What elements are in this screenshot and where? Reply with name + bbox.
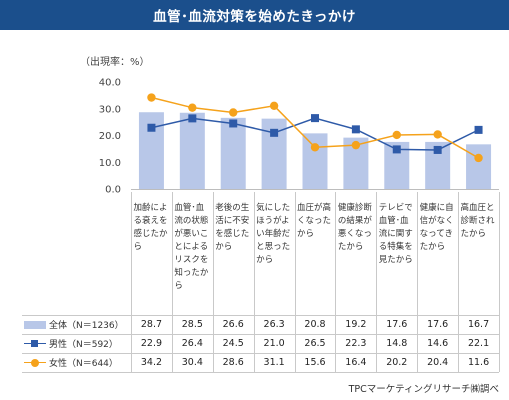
series-name: 全体（N＝1236） (49, 321, 124, 331)
square-marker (311, 114, 319, 123)
category-label: 老後の生活に不安を感じたから (215, 203, 250, 252)
legend-marker-part (31, 358, 39, 367)
y-tick-label: 30.0 (99, 104, 121, 115)
square-marker (229, 119, 238, 128)
table-cell: 17.6 (386, 319, 408, 330)
circle-marker (310, 143, 320, 152)
table-cell: 11.6 (467, 357, 490, 368)
table-column-divider (499, 192, 500, 372)
circle-marker (188, 103, 197, 112)
bar (302, 133, 328, 189)
legend-square-marker (24, 338, 46, 350)
table-cell: 20.4 (427, 357, 449, 368)
table-cell: 30.4 (181, 357, 203, 368)
square-marker (188, 114, 197, 123)
source-note: TPCマーケティングリサーチ㈱調べ (348, 384, 499, 395)
category-label: 血管･血流の状態が悪いことによるリスクを知ったから (174, 203, 209, 291)
table-row-divider (22, 315, 499, 316)
circle-marker (433, 130, 442, 139)
table-cell: 20.8 (304, 319, 326, 330)
square-marker (351, 125, 360, 134)
legend-marker-part (24, 320, 46, 329)
square-marker (433, 145, 442, 154)
table-cell: 28.5 (181, 319, 203, 330)
table-row-label: 女性（N＝644） (24, 353, 118, 372)
table-cell: 31.1 (263, 357, 285, 368)
table-cell: 22.9 (140, 338, 163, 349)
table-column-divider (294, 192, 296, 372)
table-row-label: 男性（N＝592） (24, 334, 118, 353)
bar (179, 112, 205, 189)
y-tick-label: 20.0 (99, 131, 121, 142)
line-series-male (147, 114, 483, 154)
table-cell: 26.4 (181, 338, 203, 349)
chart-title: 血管･血流対策を始めたきっかけ (0, 0, 509, 30)
table-cell: 26.3 (263, 319, 285, 330)
table-cell: 19.2 (345, 319, 367, 330)
table-column-divider (335, 192, 337, 372)
table-row-divider (22, 334, 499, 335)
table-cell: 15.6 (304, 357, 326, 368)
table-column-divider (376, 192, 378, 372)
table-cell: 21.0 (263, 338, 285, 349)
table-column-divider (171, 192, 173, 372)
series-name: 女性（N＝644） (49, 359, 118, 369)
y-axis: 0.0 10.0 20.0 30.0 40.0 (99, 78, 499, 196)
table-cell: 14.6 (427, 338, 449, 349)
table-column-divider (253, 192, 255, 372)
legend-circle-marker (24, 357, 46, 369)
circle-marker (269, 101, 279, 111)
table-column-divider (212, 192, 214, 372)
table-cell: 26.6 (222, 319, 244, 330)
table-cell: 14.8 (386, 338, 408, 349)
table-row-divider (22, 372, 499, 373)
table-row-divider (22, 353, 499, 354)
table-cell: 28.7 (140, 319, 163, 330)
circle-marker (229, 108, 238, 117)
square-marker (147, 123, 156, 132)
category-label: 健康に自信がなくなってきたから (419, 203, 454, 252)
series-name: 男性（N＝592） (49, 340, 118, 350)
square-marker (270, 128, 279, 137)
category-label: 気にしたほうがよい年齢だと思ったから (256, 203, 291, 265)
table-cell: 24.5 (222, 338, 244, 349)
table-cell: 16.4 (345, 357, 367, 368)
square-marker (474, 125, 483, 134)
y-tick-label: 40.0 (99, 78, 121, 89)
category-label: 健康診断の結果が悪くなったから (337, 203, 372, 252)
legend-bar-swatch (24, 319, 46, 331)
category-label: テレビで血管･血流に関する特集を見たから (378, 203, 413, 265)
line-series-female (147, 93, 483, 163)
legend-marker-part (31, 339, 38, 347)
square-marker (392, 145, 401, 154)
bar (466, 144, 492, 189)
y-tick-label: 10.0 (99, 158, 121, 169)
table-cell: 26.5 (304, 338, 326, 349)
table-cell: 20.2 (386, 357, 408, 368)
table-cell: 17.6 (427, 319, 449, 330)
table-row-label: 全体（N＝1236） (24, 315, 124, 334)
table-column-divider (458, 192, 460, 372)
category-label: 血圧が高くなったから (297, 203, 332, 239)
circle-marker (147, 93, 156, 102)
circle-marker (474, 153, 483, 163)
table-column-divider (131, 192, 132, 372)
y-tick-label: 0.0 (105, 185, 121, 196)
table-cell: 16.7 (467, 319, 490, 330)
table-cell: 28.6 (222, 357, 244, 368)
circle-marker (351, 140, 361, 150)
table-cell: 34.2 (140, 357, 163, 368)
table-cell: 22.1 (467, 338, 490, 349)
table-cell: 22.3 (345, 338, 367, 349)
category-label: 加齢による衰えを感じたから (133, 203, 168, 252)
unit-label: （出現率：%） (80, 55, 150, 68)
bar (220, 117, 246, 189)
circle-marker (392, 130, 401, 140)
category-label: 高血圧と診断されたから (460, 203, 495, 239)
table-column-divider (417, 192, 419, 372)
